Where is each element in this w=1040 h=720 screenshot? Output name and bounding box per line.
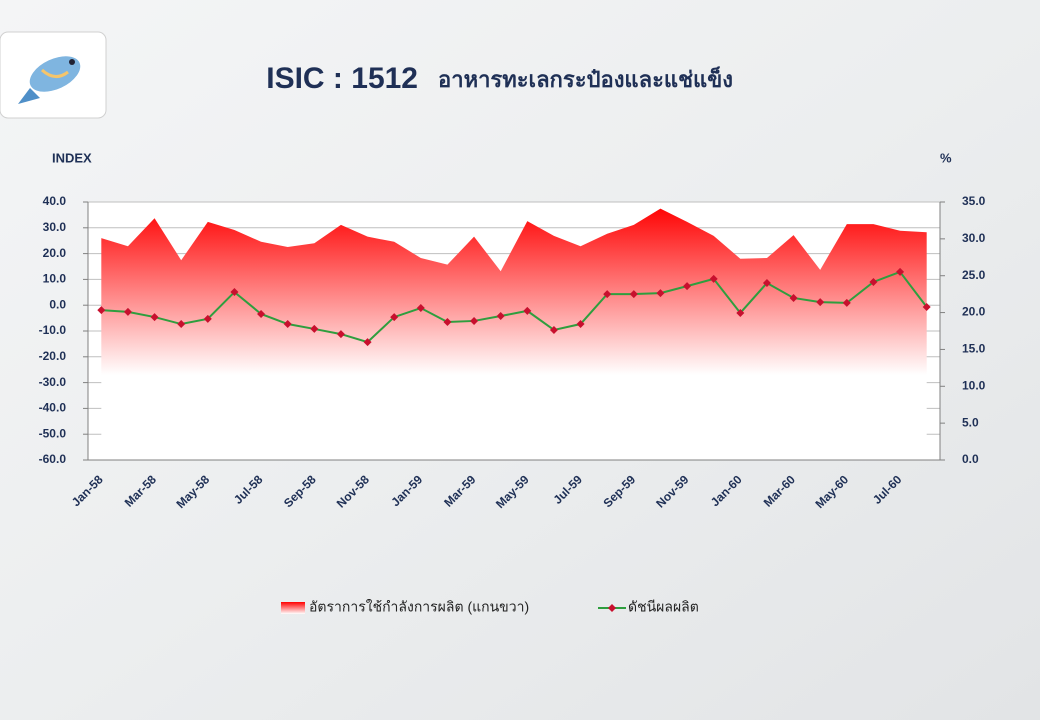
marker — [683, 282, 692, 291]
marker — [576, 320, 585, 329]
chart-title: ISIC : 1512 — [266, 62, 418, 95]
legend-marker — [608, 604, 616, 612]
y2-tick-label: 20.0 — [962, 305, 986, 319]
marker — [416, 304, 425, 313]
marker — [496, 312, 505, 321]
marker — [336, 330, 345, 339]
marker — [470, 316, 479, 325]
y-tick-label: 30.0 — [43, 220, 67, 234]
marker — [549, 325, 558, 334]
marker — [789, 293, 798, 302]
marker — [363, 338, 372, 347]
y-tick-label: -50.0 — [39, 426, 67, 440]
chart-subtitle: อาหารทะเลกระป๋องและแช่แข็ง — [438, 65, 733, 92]
marker — [816, 298, 825, 307]
line — [101, 270, 928, 344]
y2-tick-label: 25.0 — [962, 268, 986, 282]
marker — [603, 290, 612, 299]
y-tick-label: 0.0 — [49, 297, 66, 311]
marker — [230, 288, 239, 297]
legend-label: ดัชนีผลผลิต — [628, 599, 699, 615]
y2-tick-label: 35.0 — [962, 194, 986, 208]
marker — [523, 306, 532, 315]
y-tick-label: -10.0 — [39, 323, 67, 337]
legend-label: อัตราการใช้กำลังการผลิต (แกนขวา) — [309, 599, 529, 615]
marker — [283, 320, 292, 329]
marker — [203, 314, 212, 323]
y2-tick-label: 0.0 — [962, 452, 979, 466]
y-tick-label: 10.0 — [43, 272, 67, 286]
marker — [177, 320, 186, 329]
marker — [123, 307, 132, 316]
marker — [443, 317, 452, 326]
y2-axis-label: % — [940, 150, 952, 165]
y-tick-label: 20.0 — [43, 246, 67, 260]
y2-tick-label: 10.0 — [962, 378, 986, 392]
y2-tick-label: 15.0 — [962, 342, 986, 356]
y-tick-label: -20.0 — [39, 349, 67, 363]
marker — [390, 313, 399, 322]
area — [101, 208, 927, 460]
y2-tick-label: 5.0 — [962, 415, 979, 429]
marker — [656, 289, 665, 298]
marker — [257, 309, 266, 318]
fish-icon — [18, 56, 81, 104]
y2-tick-label: 30.0 — [962, 231, 986, 245]
y-tick-label: 40.0 — [43, 194, 67, 208]
marker — [97, 306, 106, 315]
marker — [762, 279, 771, 288]
marker — [922, 303, 931, 312]
marker — [736, 308, 745, 317]
y-tick-label: -30.0 — [39, 375, 67, 389]
legend-swatch — [281, 602, 305, 614]
marker — [150, 313, 159, 322]
marker — [896, 267, 905, 276]
y-tick-label: -40.0 — [39, 401, 67, 415]
y-tick-label: -60.0 — [39, 452, 67, 466]
marker — [842, 298, 851, 307]
marker — [709, 274, 718, 283]
marker — [310, 324, 319, 333]
marker — [869, 277, 878, 286]
marker — [629, 290, 638, 299]
y-axis-label: INDEX — [52, 150, 92, 165]
